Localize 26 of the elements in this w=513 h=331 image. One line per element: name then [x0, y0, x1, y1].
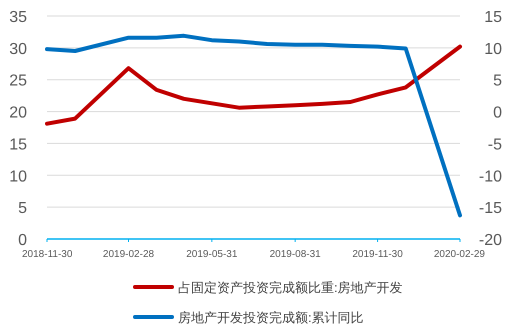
x-tick-label: 2019-08-31	[270, 249, 322, 260]
y-tick-label: 0	[18, 232, 28, 249]
y-tick-label: 25	[9, 72, 28, 90]
legend-label: 房地产开发投资完成额:累计同比	[178, 310, 364, 325]
legend-label: 占固定资产投资完成额比重:房地产开发	[178, 280, 403, 295]
y-tick-label: 5	[18, 200, 28, 218]
line-series	[45, 44, 462, 126]
y2-tick-label: 10	[484, 40, 502, 58]
x-tick-label: 2018-11-30	[22, 249, 73, 260]
y2-tick-label: -20	[478, 232, 502, 249]
y2-tick-label: 0	[493, 104, 502, 122]
y2-tick-label: -5	[488, 136, 502, 154]
x-tick-label: 2019-11-30	[352, 249, 404, 260]
x-tick-label: 2019-05-31	[186, 249, 238, 260]
y-tick-label: 15	[9, 136, 28, 154]
y-tick-label: 35	[9, 9, 28, 26]
y-tick-label: 10	[9, 168, 28, 186]
y-tick-label: 20	[9, 104, 28, 122]
y2-tick-label: 5	[493, 72, 502, 90]
line-series	[45, 34, 462, 218]
y2-tick-label: -15	[478, 200, 502, 218]
y2-tick-label: -10	[478, 168, 502, 186]
x-tick-label: 2019-02-28	[102, 249, 155, 260]
x-tick-label: 2020-02-29	[434, 249, 486, 260]
y-tick-label: 30	[9, 40, 28, 58]
y2-tick-label: 15	[484, 9, 502, 26]
